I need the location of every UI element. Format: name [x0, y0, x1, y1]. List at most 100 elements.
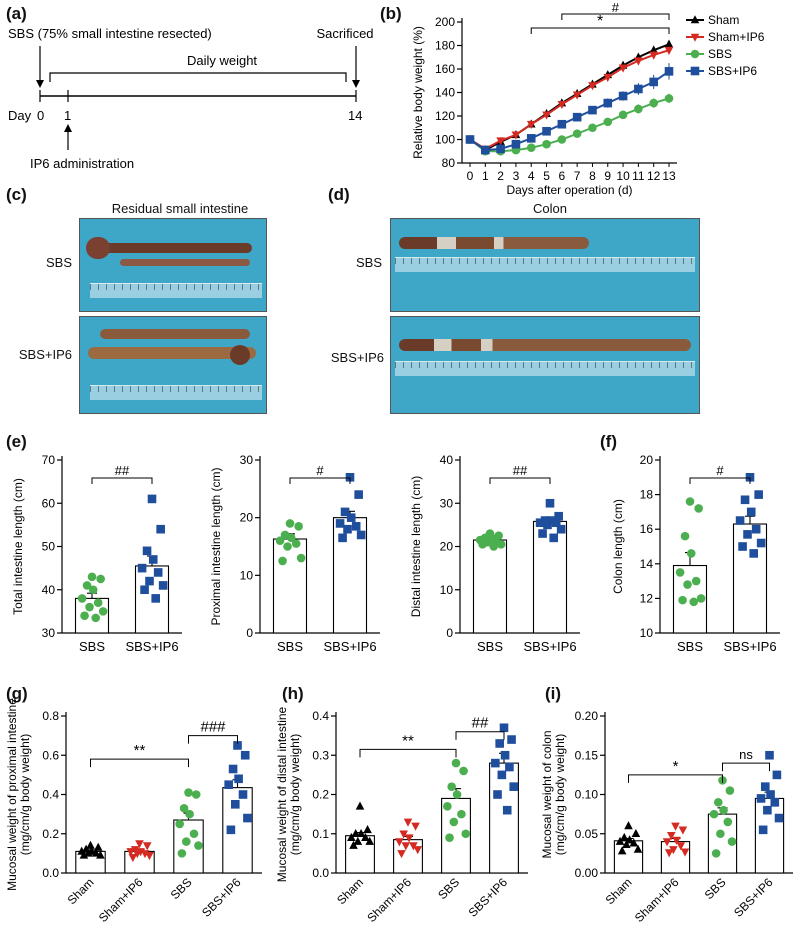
- data-point: [283, 542, 292, 551]
- significance-bracket: [359, 748, 457, 758]
- data-point: [774, 813, 784, 823]
- data-point: [96, 850, 105, 859]
- data-point: [294, 522, 303, 531]
- x-tick-label: 8: [589, 169, 596, 183]
- timeline-day0: 0: [37, 108, 44, 123]
- series-point: [526, 120, 536, 130]
- data-point: [395, 838, 404, 847]
- data-point: [549, 533, 559, 543]
- legend-marker: [690, 33, 700, 42]
- x-tick-label: Sham: [603, 875, 635, 907]
- ip6-arrow-head: [64, 124, 72, 132]
- y-tick-label: 60: [42, 496, 56, 510]
- data-point: [243, 813, 252, 823]
- data-point: [683, 580, 692, 589]
- panel-label-g: (g): [6, 684, 28, 703]
- data-point: [624, 821, 633, 830]
- x-tick-label: 7: [574, 169, 581, 183]
- data-point: [156, 524, 165, 534]
- series-point: [664, 94, 674, 103]
- data-point: [83, 848, 93, 857]
- data-point: [351, 828, 360, 838]
- data-point: [540, 516, 550, 525]
- y-tick-label: 0.4: [42, 788, 59, 802]
- data-point: [491, 758, 500, 768]
- x-tick-label: 11: [632, 169, 645, 183]
- data-point: [629, 838, 639, 847]
- data-point: [413, 846, 423, 855]
- data-point: [617, 846, 627, 855]
- data-point: [678, 826, 688, 835]
- data-point: [354, 490, 363, 499]
- data-point: [709, 809, 719, 819]
- data-point: [411, 822, 420, 831]
- data-point: [347, 832, 356, 841]
- data-point: [194, 841, 203, 850]
- data-point: [355, 801, 365, 810]
- data-point: [633, 844, 643, 853]
- data-point: [689, 597, 699, 607]
- x-tick-label: 12: [647, 169, 661, 183]
- photo-d-sbs: [390, 218, 700, 312]
- series-point: [618, 110, 628, 120]
- significance-bracket: [530, 27, 670, 34]
- y-tick-label: 0.05: [575, 827, 599, 841]
- x-tick-label: Sham+IP6: [364, 875, 414, 925]
- x-tick-label: Sham: [334, 875, 366, 907]
- data-point: [345, 473, 355, 482]
- photo-c-title: Residual small intestine: [111, 201, 249, 216]
- series-point: [496, 144, 505, 154]
- series-point: [496, 137, 505, 146]
- x-tick-label: SBS+IP6: [199, 875, 244, 920]
- data-point: [349, 840, 358, 849]
- data-point: [285, 519, 295, 528]
- data-point: [296, 553, 306, 563]
- y-axis-label: Relative body weight (%): [411, 26, 425, 159]
- data-point: [80, 611, 89, 620]
- y-tick-label: 18: [640, 488, 654, 502]
- data-point: [457, 809, 466, 819]
- y-tick-label: 0.15: [575, 748, 599, 762]
- data-point: [686, 549, 696, 558]
- y-axis-label-units: (mg/cm/g body weight): [553, 734, 567, 855]
- x-tick-label: 6: [559, 169, 566, 183]
- data-point: [409, 842, 418, 851]
- series-point: [634, 57, 643, 66]
- y-tick-label: 20: [640, 453, 654, 467]
- data-point: [691, 576, 701, 586]
- timeline-ip6-label: IP6 administration: [30, 156, 134, 171]
- data-point: [478, 540, 487, 549]
- data-point: [551, 518, 561, 528]
- data-point: [228, 764, 238, 774]
- data-point: [494, 531, 503, 540]
- series-point: [634, 104, 643, 114]
- series-point: [588, 105, 597, 115]
- data-point: [224, 780, 233, 789]
- photo-c-sbs: [79, 218, 267, 312]
- series-point: [542, 111, 551, 120]
- y-axis-label: Mucosal weight of distal intestine: [275, 706, 289, 882]
- data-point: [233, 741, 242, 750]
- data-point: [696, 594, 706, 603]
- sacrifice-arrow-head: [352, 80, 360, 88]
- data-point: [356, 828, 366, 838]
- data-point: [505, 762, 514, 772]
- y-tick-label: 0.3: [312, 748, 329, 762]
- data-point: [772, 770, 782, 780]
- data-point: [735, 516, 745, 525]
- data-point: [556, 524, 566, 534]
- significance-bracket: [91, 477, 153, 484]
- timeline-day14: 14: [348, 108, 362, 123]
- data-point: [93, 842, 103, 851]
- x-tick-label: SBS: [168, 875, 195, 902]
- data-point: [666, 832, 676, 841]
- data-point: [751, 524, 761, 534]
- data-point: [351, 522, 361, 531]
- x-tick-label: SBS+IP6: [466, 875, 511, 920]
- data-point: [240, 750, 250, 760]
- legend-marker: [690, 15, 700, 24]
- x-tick-label: 9: [604, 169, 611, 183]
- y-tick-label: 0.1: [312, 827, 329, 841]
- y-tick-label: 80: [442, 156, 456, 170]
- x-tick-label: Sham: [65, 875, 97, 907]
